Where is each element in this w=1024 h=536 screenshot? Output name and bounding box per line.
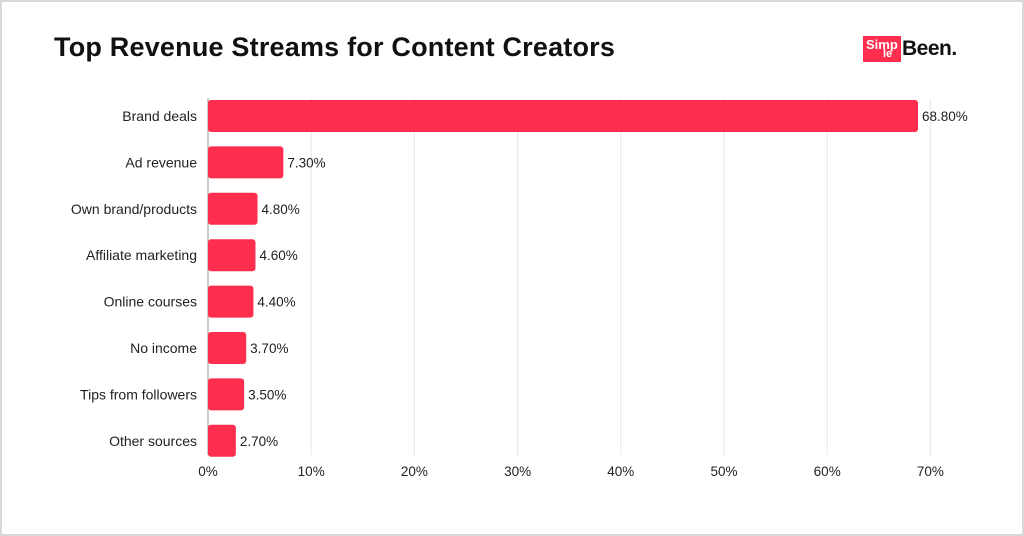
bar bbox=[208, 192, 258, 225]
bar bbox=[208, 332, 247, 364]
value-label: 4.40% bbox=[257, 295, 295, 310]
category-label: Brand deals bbox=[122, 108, 197, 124]
bar bbox=[208, 285, 254, 318]
category-label: Affiliate marketing bbox=[86, 247, 197, 263]
x-tick-label: 40% bbox=[607, 464, 634, 479]
category-label: Own brand/products bbox=[71, 201, 197, 217]
x-tick-label: 20% bbox=[401, 464, 428, 479]
value-label: 68.80% bbox=[922, 109, 968, 124]
value-label: 2.70% bbox=[240, 434, 278, 449]
bar bbox=[208, 378, 245, 411]
value-label: 3.70% bbox=[250, 341, 288, 356]
x-tick-label: 30% bbox=[504, 464, 531, 479]
x-tick-label: 60% bbox=[814, 464, 841, 479]
category-label: No income bbox=[130, 340, 197, 356]
value-label: 4.80% bbox=[262, 202, 300, 217]
logo-word-3: Been. bbox=[902, 37, 957, 60]
logo-word-2: le bbox=[883, 48, 893, 60]
x-tick-label: 70% bbox=[917, 464, 944, 479]
brand-logo: Simp le Been. bbox=[863, 36, 957, 62]
x-tick-label: 50% bbox=[710, 464, 737, 479]
value-label: 4.60% bbox=[259, 248, 297, 263]
bar bbox=[208, 239, 256, 272]
logo-mark: Simp le bbox=[863, 36, 901, 62]
bar bbox=[208, 100, 919, 132]
x-tick-label: 0% bbox=[198, 464, 218, 479]
bar bbox=[208, 424, 236, 457]
value-label: 3.50% bbox=[248, 387, 286, 402]
category-label: Other sources bbox=[109, 433, 197, 449]
category-label: Tips from followers bbox=[80, 386, 197, 402]
logo-word-1: Simp bbox=[866, 37, 898, 52]
category-label: Online courses bbox=[104, 294, 197, 310]
category-label: Ad revenue bbox=[125, 154, 197, 170]
value-label: 7.30% bbox=[287, 155, 325, 170]
x-tick-label: 10% bbox=[298, 464, 325, 479]
bar bbox=[208, 146, 284, 179]
chart-title: Top Revenue Streams for Content Creators bbox=[54, 32, 616, 62]
